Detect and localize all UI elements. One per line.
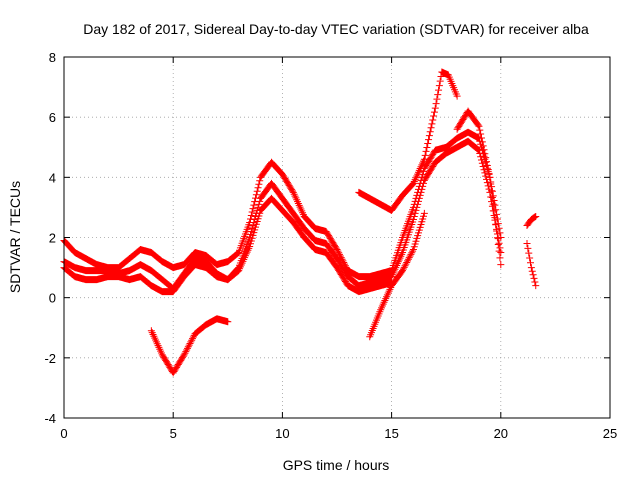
series-sat-f [453,107,505,269]
y-tick-label: 8 [49,50,56,65]
series-sat-d [147,315,232,377]
series-markers [147,315,232,377]
series-sat-b [60,137,505,293]
y-tick-label: 2 [49,231,56,246]
axis-ticks: 0 5 10 15 20 25 -4 -2 0 2 4 6 8 [44,50,617,441]
grid [64,57,610,418]
series-markers [523,212,540,229]
series-sat-h [523,212,540,229]
x-axis-label: GPS time / hours [283,457,390,473]
series-markers [60,137,505,293]
y-tick-label: -2 [44,351,56,366]
data-marks [60,68,540,377]
x-tick-label: 0 [60,426,67,441]
series-markers [355,68,461,214]
x-tick-label: 5 [170,426,177,441]
chart-title: Day 182 of 2017, Sidereal Day-to-day VTE… [83,21,589,37]
y-tick-label: 6 [49,110,56,125]
x-tick-label: 20 [494,426,508,441]
y-axis-label: SDTVAR / TECUs [7,181,23,293]
y-tick-label: 4 [49,170,56,185]
x-tick-label: 15 [384,426,398,441]
series-markers [523,240,540,290]
series-sat-g [366,209,428,341]
x-tick-label: 10 [275,426,289,441]
y-tick-label: 0 [49,291,56,306]
series-sat-i [523,240,540,290]
series-sat-e [355,68,461,214]
y-tick-label: -4 [44,411,56,426]
x-tick-label: 25 [603,426,617,441]
series-markers [366,209,428,341]
series-markers [60,194,396,296]
series-markers [453,107,505,269]
series-sat-c [60,194,396,296]
